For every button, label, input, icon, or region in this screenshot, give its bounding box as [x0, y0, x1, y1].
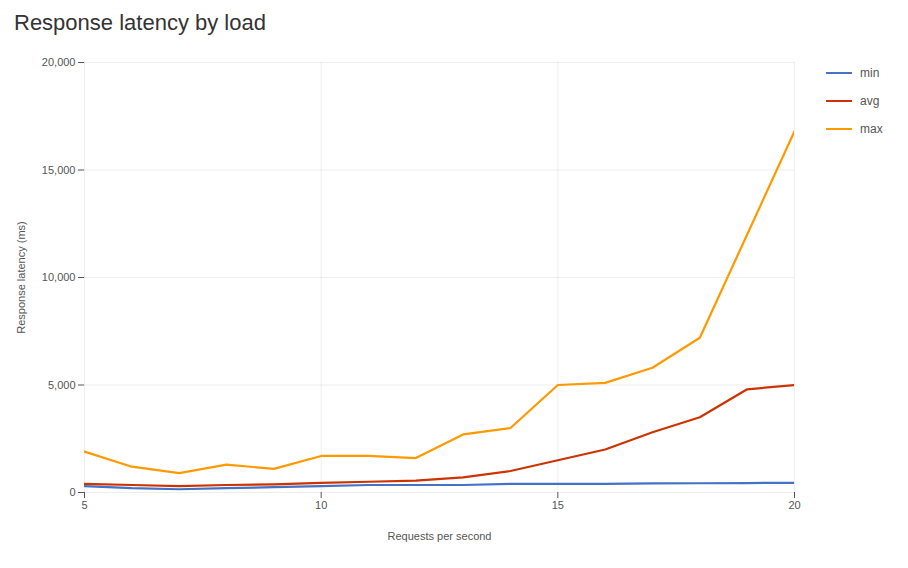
svg-text:15,000: 15,000	[42, 164, 76, 176]
svg-text:5,000: 5,000	[48, 379, 76, 391]
svg-text:10: 10	[315, 499, 327, 511]
html-text:max: max	[860, 122, 883, 136]
svg-text:20,000: 20,000	[42, 56, 76, 68]
svg-text:5: 5	[81, 499, 87, 511]
html-text:Response latency by load: Response latency by load	[14, 10, 266, 35]
html-text:avg: avg	[860, 94, 880, 108]
svg-text:20: 20	[788, 499, 800, 511]
svg-text:15: 15	[552, 499, 564, 511]
svg-text:Response latency (ms): Response latency (ms)	[15, 221, 27, 334]
svg-text:0: 0	[69, 486, 75, 498]
html-text:min: min	[860, 66, 880, 80]
svg-text:Requests per second: Requests per second	[388, 530, 492, 542]
svg-text:10,000: 10,000	[42, 271, 76, 283]
